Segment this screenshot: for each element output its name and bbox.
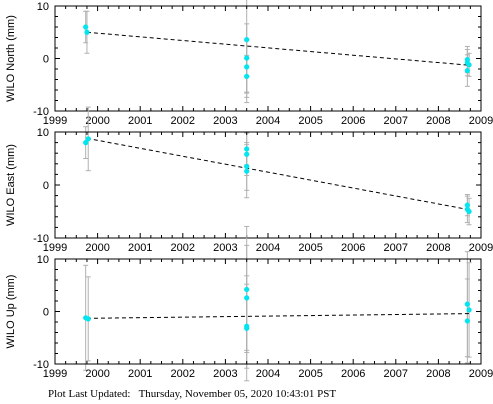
data-point xyxy=(464,301,470,307)
data-point xyxy=(244,55,250,61)
x-tick-label: 2006 xyxy=(341,242,365,254)
x-tick-label: 2001 xyxy=(128,242,152,254)
x-tick-label: 2007 xyxy=(384,368,408,380)
x-tick-label: 2008 xyxy=(426,368,450,380)
x-tick-label: 2009 xyxy=(469,242,493,254)
data-point xyxy=(244,325,250,331)
data-point xyxy=(85,136,91,142)
data-point xyxy=(244,73,250,79)
data-point xyxy=(244,286,250,293)
data-point xyxy=(464,202,470,208)
chart-panel-3: 1999 2000 2001 2002 2003 2004 2005 2006 2007 2008… xyxy=(5,225,493,382)
y-tick-label: -10 xyxy=(33,233,49,245)
data-point xyxy=(83,140,89,146)
y-tick-label: -10 xyxy=(33,359,49,371)
x-tick-label: 2002 xyxy=(171,115,195,127)
x-tick-label: 2000 xyxy=(85,115,109,127)
x-tick-label: 2000 xyxy=(85,368,109,380)
x-tick-label: 2002 xyxy=(171,368,195,380)
data-point xyxy=(244,163,250,170)
x-tick-label: 1999 xyxy=(43,368,67,380)
data-point xyxy=(244,295,250,301)
data-point xyxy=(244,37,250,43)
x-tick-label: 2008 xyxy=(426,115,450,127)
y-tick-label: 0 xyxy=(43,54,49,66)
data-point xyxy=(83,24,89,30)
data-point xyxy=(244,146,250,152)
last-updated-timestamp: Thursday, November 05, 2020 10:43:01 PST xyxy=(138,388,337,400)
data-point xyxy=(466,208,472,215)
y-axis-title: WILO Up (mm) xyxy=(5,275,17,349)
data-point xyxy=(466,307,472,313)
x-tick-label: 2000 xyxy=(85,242,109,254)
x-tick-label: 1999 xyxy=(43,115,67,127)
y-axis-title: WILO North (mm) xyxy=(5,15,17,102)
data-point xyxy=(466,62,472,68)
plot-frame xyxy=(54,5,482,112)
x-tick-label: 2003 xyxy=(213,115,237,127)
x-tick-label: 2002 xyxy=(171,242,195,254)
data-point xyxy=(464,318,470,324)
x-tick-label: 2006 xyxy=(341,368,365,380)
x-tick-label: 2005 xyxy=(298,242,322,254)
data-point xyxy=(464,67,470,74)
data-point xyxy=(244,151,250,157)
data-point xyxy=(84,29,90,35)
y-tick-label: 10 xyxy=(37,254,49,266)
x-tick-label: 2007 xyxy=(384,115,408,127)
x-tick-label: 2008 xyxy=(426,242,450,254)
x-tick-label: 2001 xyxy=(128,368,152,380)
x-tick-label: 2006 xyxy=(341,115,365,127)
x-tick-label: 2003 xyxy=(213,368,237,380)
x-tick-label: 2003 xyxy=(213,242,237,254)
last-updated-footer: Plot Last Updated: Thursday, November 05… xyxy=(48,388,336,400)
trend-line xyxy=(86,313,471,319)
data-point xyxy=(85,316,91,322)
y-tick-label: -10 xyxy=(33,106,49,118)
plot-frame xyxy=(54,131,482,239)
y-tick-label: 0 xyxy=(43,307,49,319)
x-tick-label: 2005 xyxy=(298,115,322,127)
trend-line xyxy=(86,137,471,211)
x-tick-label: 2004 xyxy=(256,115,280,127)
x-tick-label: 2004 xyxy=(256,368,280,380)
y-axis-title: WILO East (mm) xyxy=(5,144,17,226)
chart-panel-2: 1999 2000 2001 2002 2003 2004 2005 2006 2007 2008… xyxy=(5,106,493,254)
y-tick-label: 10 xyxy=(37,127,49,139)
data-point xyxy=(244,64,250,70)
data-point xyxy=(244,168,250,174)
x-tick-label: 2004 xyxy=(256,242,280,254)
x-tick-label: 2009 xyxy=(469,115,493,127)
last-updated-label: Plot Last Updated: xyxy=(48,388,131,400)
x-tick-label: 2007 xyxy=(384,242,408,254)
trend-line xyxy=(86,31,471,66)
y-tick-label: 0 xyxy=(43,180,49,192)
plot-frame xyxy=(54,258,482,365)
x-tick-label: 2009 xyxy=(469,368,493,380)
x-tick-label: 2001 xyxy=(128,115,152,127)
y-tick-label: 10 xyxy=(37,1,49,13)
x-tick-label: 2005 xyxy=(298,368,322,380)
x-tick-label: 1999 xyxy=(43,242,67,254)
chart-panel-1: 1999 2000 2001 2002 2003 2004 2005 2006 2007 2008… xyxy=(5,0,493,127)
